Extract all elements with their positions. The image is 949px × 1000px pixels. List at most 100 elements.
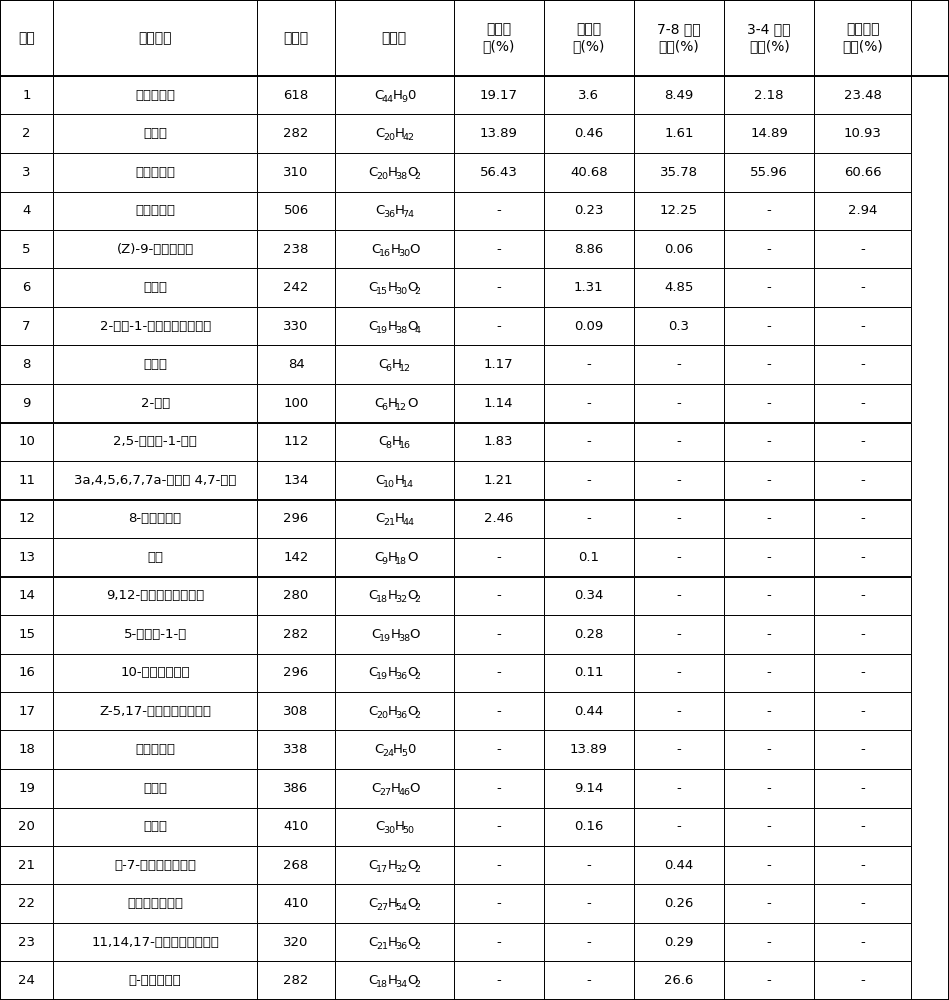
Text: 10: 10 bbox=[18, 435, 35, 448]
Text: 三十六碳烷: 三十六碳烷 bbox=[135, 204, 176, 217]
Text: 8: 8 bbox=[23, 358, 30, 371]
Text: 1.83: 1.83 bbox=[484, 435, 513, 448]
Text: 23.48: 23.48 bbox=[844, 89, 882, 102]
Text: O: O bbox=[410, 782, 420, 795]
Bar bbox=[335, 192, 454, 230]
Text: 13: 13 bbox=[18, 551, 35, 564]
Bar bbox=[634, 654, 724, 692]
Bar bbox=[724, 576, 814, 615]
Text: 刚蜕皮成
虫组(%): 刚蜕皮成 虫组(%) bbox=[843, 22, 883, 54]
Bar bbox=[335, 384, 454, 422]
Bar bbox=[544, 692, 634, 730]
Bar bbox=[0, 808, 53, 846]
Bar bbox=[454, 307, 544, 345]
Text: 4.85: 4.85 bbox=[664, 281, 694, 294]
Bar bbox=[257, 461, 335, 499]
Text: 74: 74 bbox=[402, 210, 414, 219]
Text: O: O bbox=[407, 281, 418, 294]
Bar bbox=[544, 114, 634, 153]
Text: C: C bbox=[375, 127, 384, 140]
Text: -: - bbox=[767, 281, 772, 294]
Text: 35.78: 35.78 bbox=[660, 166, 698, 179]
Text: -: - bbox=[496, 551, 501, 564]
Text: C: C bbox=[368, 859, 378, 872]
Bar bbox=[454, 422, 544, 461]
Bar bbox=[544, 153, 634, 192]
Text: -: - bbox=[496, 628, 501, 641]
Bar bbox=[724, 538, 814, 576]
Bar bbox=[0, 422, 53, 461]
Bar bbox=[634, 268, 724, 307]
Text: 4: 4 bbox=[415, 326, 420, 335]
Text: -: - bbox=[586, 897, 591, 910]
Text: 9: 9 bbox=[23, 397, 30, 410]
Text: 410: 410 bbox=[284, 820, 308, 833]
Text: H: H bbox=[387, 705, 398, 718]
Bar bbox=[544, 730, 634, 769]
Bar bbox=[544, 422, 634, 461]
Text: -: - bbox=[860, 820, 865, 833]
Text: 编号: 编号 bbox=[18, 31, 35, 45]
Bar bbox=[814, 153, 911, 192]
Text: -: - bbox=[586, 512, 591, 525]
Text: 1.31: 1.31 bbox=[574, 281, 604, 294]
Text: C: C bbox=[371, 782, 381, 795]
Bar bbox=[53, 461, 257, 499]
Text: 9.14: 9.14 bbox=[574, 782, 604, 795]
Text: -: - bbox=[860, 936, 865, 949]
Bar bbox=[724, 846, 814, 884]
Text: -: - bbox=[767, 743, 772, 756]
Text: 14: 14 bbox=[402, 480, 414, 489]
Text: 50: 50 bbox=[402, 826, 414, 835]
Text: -: - bbox=[767, 204, 772, 217]
Text: 中文名称: 中文名称 bbox=[139, 31, 172, 45]
Bar bbox=[544, 499, 634, 538]
Text: 34: 34 bbox=[396, 980, 407, 989]
Bar bbox=[724, 114, 814, 153]
Bar bbox=[0, 615, 53, 654]
Text: 0.34: 0.34 bbox=[574, 589, 604, 602]
Text: 5-十九烯-1-醇: 5-十九烯-1-醇 bbox=[123, 628, 187, 641]
Bar bbox=[634, 923, 724, 961]
Bar bbox=[0, 923, 53, 961]
Bar bbox=[454, 538, 544, 576]
Text: 20: 20 bbox=[18, 820, 35, 833]
Text: -: - bbox=[860, 397, 865, 410]
Text: 42: 42 bbox=[402, 133, 414, 142]
Text: 308: 308 bbox=[284, 705, 308, 718]
Text: 9,12-十六碳二烯酸乙酯: 9,12-十六碳二烯酸乙酯 bbox=[106, 589, 204, 602]
Text: 分子式: 分子式 bbox=[381, 31, 407, 45]
Bar bbox=[335, 615, 454, 654]
Text: C: C bbox=[374, 397, 383, 410]
Text: 10.93: 10.93 bbox=[844, 127, 882, 140]
Bar bbox=[724, 192, 814, 230]
Text: H: H bbox=[387, 936, 398, 949]
Bar bbox=[257, 230, 335, 268]
Text: 16: 16 bbox=[18, 666, 35, 679]
Text: 38: 38 bbox=[396, 326, 407, 335]
Bar bbox=[814, 846, 911, 884]
Text: H: H bbox=[387, 859, 398, 872]
Bar bbox=[53, 153, 257, 192]
Bar bbox=[544, 230, 634, 268]
Bar bbox=[454, 76, 544, 114]
Bar bbox=[814, 230, 911, 268]
Text: 280: 280 bbox=[284, 589, 308, 602]
Bar bbox=[634, 769, 724, 808]
Text: 7: 7 bbox=[23, 320, 30, 333]
Bar bbox=[454, 846, 544, 884]
Bar bbox=[724, 884, 814, 923]
Text: C: C bbox=[374, 743, 383, 756]
Bar bbox=[724, 769, 814, 808]
Text: H: H bbox=[390, 243, 400, 256]
Text: H: H bbox=[390, 782, 400, 795]
Text: 13.89: 13.89 bbox=[570, 743, 607, 756]
Text: 19: 19 bbox=[376, 672, 388, 681]
Text: 6: 6 bbox=[23, 281, 30, 294]
Text: 56.43: 56.43 bbox=[480, 166, 517, 179]
Bar bbox=[544, 654, 634, 692]
Bar bbox=[724, 422, 814, 461]
Text: -: - bbox=[860, 474, 865, 487]
Bar bbox=[257, 114, 335, 153]
Text: -: - bbox=[677, 435, 681, 448]
